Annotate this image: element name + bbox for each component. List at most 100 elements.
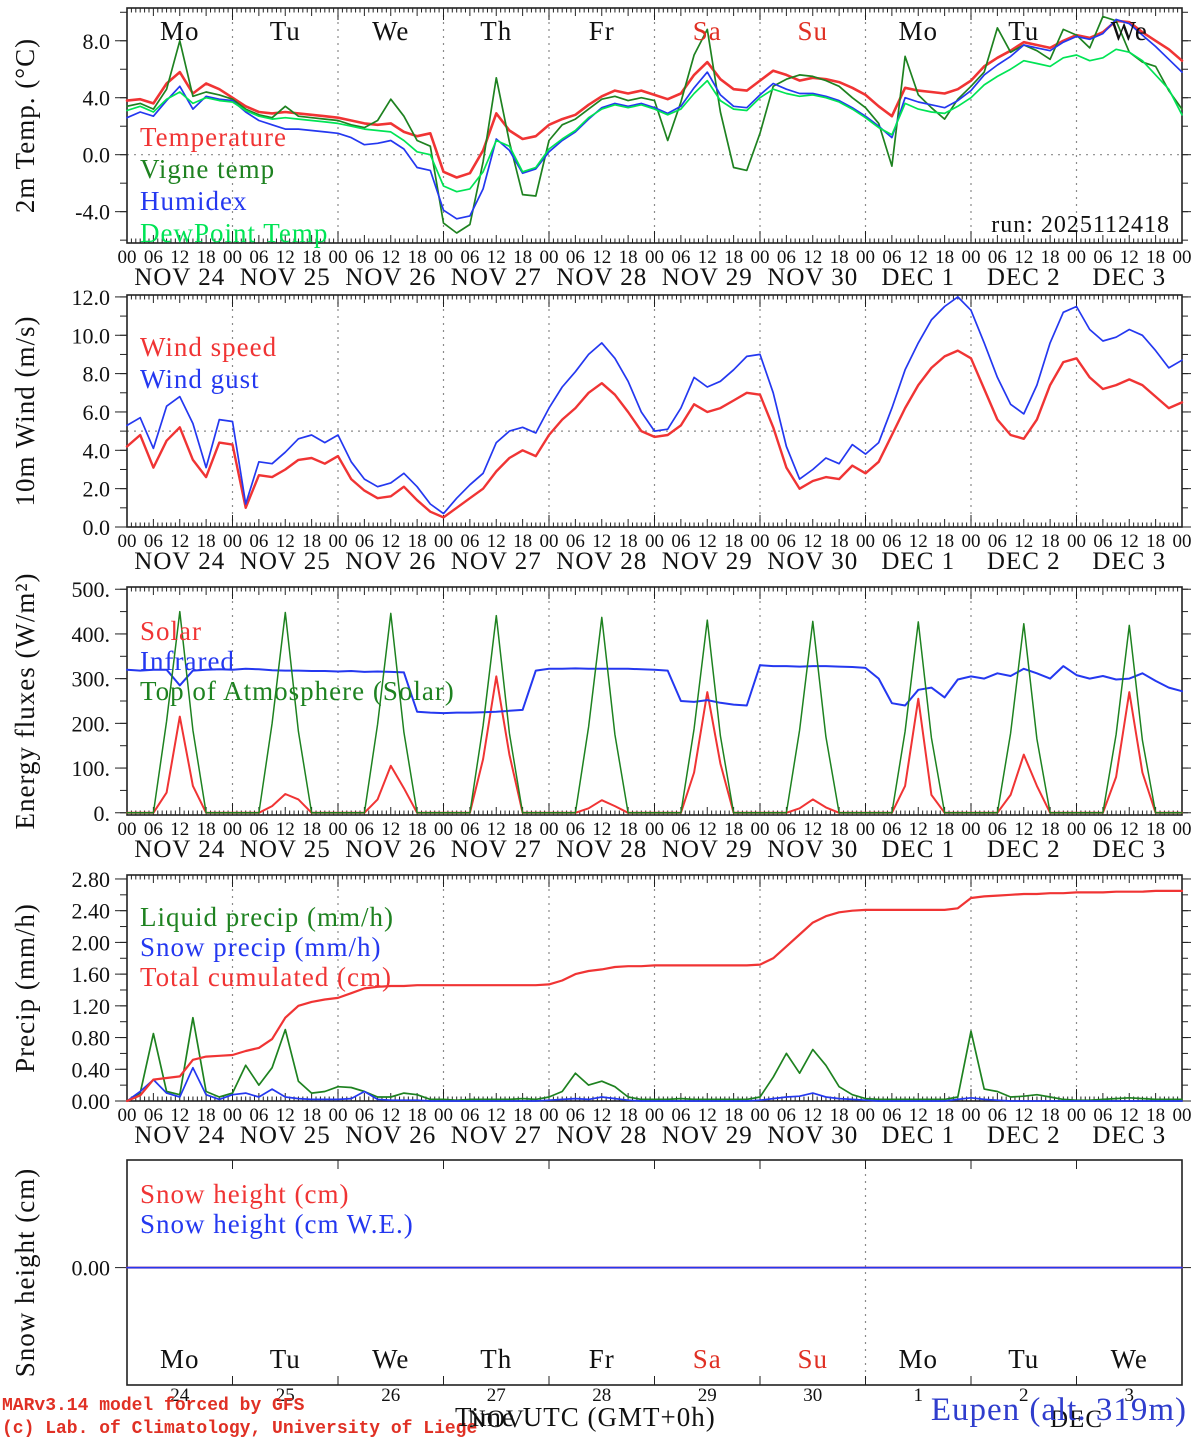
legend-wind-gust: Wind gust [140,364,260,394]
hour-tick-label: 18 [197,819,216,840]
hour-tick-label: 00 [118,819,137,840]
hour-tick-label: 00 [856,1105,875,1126]
y-tick-label: 0.00 [72,1256,111,1281]
hour-tick-label: 06 [144,819,163,840]
hour-tick-label: 06 [249,819,268,840]
hour-tick-label: 18 [408,247,427,268]
day-name-label: Mo [160,16,200,46]
hour-tick-label: 12 [592,819,611,840]
hour-tick-label: 12 [1120,531,1139,552]
date-label: NOV 27 [451,836,542,863]
hour-tick-label: 00 [751,531,770,552]
day-number-label: 27 [487,1385,506,1406]
hour-tick-label: 06 [777,247,796,268]
hour-tick-label: 06 [355,531,374,552]
y-tick-label: 6.0 [83,400,111,425]
hour-tick-label: 00 [962,531,981,552]
hour-tick-label: 00 [1173,531,1192,552]
day-name-label: Th [480,1344,512,1374]
hour-tick-label: 12 [909,247,928,268]
day-name-label: We [1111,16,1148,46]
hour-tick-label: 18 [1146,531,1165,552]
hour-tick-label: 00 [329,819,348,840]
y-tick-label: 2.00 [72,930,111,955]
hour-tick-label: 18 [1041,1105,1060,1126]
hour-tick-label: 06 [671,531,690,552]
hour-tick-label: 06 [144,531,163,552]
date-label: NOV 30 [767,1122,858,1149]
legend-dewpoint-temp: DewPoint Temp [140,218,328,248]
hour-tick-label: 18 [513,247,532,268]
hour-tick-label: 06 [777,531,796,552]
date-label: NOV 24 [134,548,225,575]
hour-tick-label: 00 [645,819,664,840]
hour-tick-label: 06 [144,1105,163,1126]
day-number-label: 30 [803,1385,822,1406]
model-credit-line: MARv3.14 model forced by GFS [2,1396,305,1416]
legend-total-cumulated-cm: Total cumulated (cm) [140,962,392,992]
hour-tick-label: 06 [1093,1105,1112,1126]
date-label: DEC 1 [881,836,955,863]
hour-tick-label: 06 [249,531,268,552]
y-tick-label: 500. [72,577,111,602]
date-label: DEC 2 [987,1122,1061,1149]
hour-tick-label: 18 [1146,247,1165,268]
legend-vigne-temp: Vigne temp [140,154,275,184]
hour-tick-label: 00 [751,247,770,268]
date-label: NOV 28 [556,1122,647,1149]
hour-tick-label: 06 [566,1105,585,1126]
hour-tick-label: 00 [1173,247,1192,268]
day-number-label: 1 [914,1385,924,1406]
hour-tick-label: 06 [988,819,1007,840]
date-label: NOV 29 [662,548,753,575]
month-label: NOV [468,1406,525,1433]
hour-tick-label: 12 [592,1105,611,1126]
time-axis-label: Time UTC (GMT+0h) [455,1402,716,1432]
hour-tick-label: 06 [988,531,1007,552]
hour-tick-label: 00 [540,819,559,840]
series-liquid-precip-mm-h [126,1016,1183,1102]
hour-tick-label: 00 [1067,819,1086,840]
hour-tick-label: 06 [355,1105,374,1126]
day-name-label: Fr [589,16,615,46]
date-label: NOV 30 [767,264,858,291]
hour-tick-label: 18 [724,819,743,840]
day-name-label: Sa [693,16,722,46]
hour-tick-label: 12 [170,819,189,840]
hour-tick-label: 00 [856,247,875,268]
day-name-label: Sa [693,1344,722,1374]
y-tick-label: 1.60 [72,962,111,987]
hour-tick-label: 12 [381,247,400,268]
day-name-label: Su [797,16,828,46]
date-label: NOV 26 [345,1122,436,1149]
date-label: NOV 30 [767,548,858,575]
hour-tick-label: 12 [487,819,506,840]
hour-tick-label: 18 [1041,819,1060,840]
hour-tick-label: 00 [329,247,348,268]
legend-snow-height-cm: Snow height (cm) [140,1179,349,1209]
date-label: DEC 2 [987,836,1061,863]
date-label: NOV 25 [240,1122,331,1149]
hour-tick-label: 06 [249,247,268,268]
hour-tick-label: 12 [803,1105,822,1126]
y-axis-title: Snow height (cm) [10,1168,40,1377]
hour-tick-label: 12 [803,531,822,552]
date-label: NOV 27 [451,264,542,291]
y-tick-label: 100. [72,756,111,781]
hour-tick-label: 12 [698,1105,717,1126]
date-label: NOV 29 [662,264,753,291]
hour-tick-label: 18 [1041,247,1060,268]
hour-tick-label: 18 [724,531,743,552]
date-label: NOV 27 [451,548,542,575]
hour-tick-label: 18 [619,247,638,268]
station-label: Eupen (alt. 319m) [930,1392,1187,1428]
lab-credit-line: (c) Lab. of Climatology, University of L… [2,1419,478,1439]
date-label: DEC 3 [1092,836,1166,863]
hour-tick-label: 18 [197,247,216,268]
hour-tick-label: 00 [223,531,242,552]
hour-tick-label: 18 [513,1105,532,1126]
day-name-label: Mo [898,16,938,46]
series-wind-gust [126,296,1183,515]
hour-tick-label: 06 [777,1105,796,1126]
